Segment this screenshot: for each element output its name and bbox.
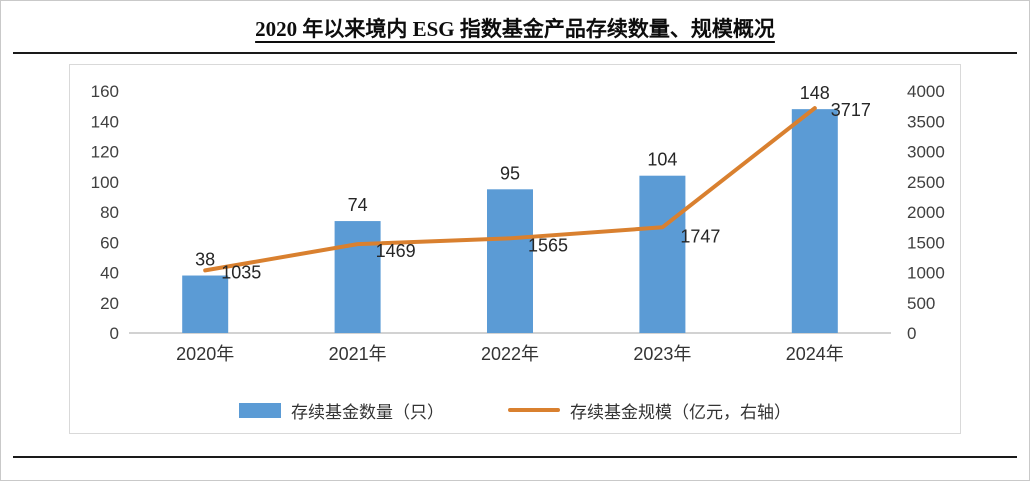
left-axis-tick-label: 80	[100, 203, 119, 222]
chart-legend: 存续基金数量（只） 存续基金规模（亿元，右轴）	[70, 389, 960, 431]
legend-label-line-series: 存续基金规模（亿元，右轴）	[570, 402, 791, 422]
x-axis-category-label: 2024年	[786, 344, 844, 364]
left-axis-tick-label: 140	[91, 112, 119, 131]
left-axis-tick-label: 60	[100, 233, 119, 252]
bar-value-label: 38	[195, 250, 215, 270]
top-divider	[13, 52, 1017, 54]
line-value-label: 3717	[831, 100, 871, 120]
bar-value-label: 74	[348, 195, 368, 215]
bar	[639, 175, 686, 333]
left-axis-tick-label: 120	[91, 143, 119, 162]
line-series	[203, 106, 817, 273]
bar	[182, 275, 229, 333]
right-axis-tick-label: 2500	[907, 173, 945, 192]
line-series-swatch-icon	[508, 408, 560, 412]
legend-item-bar-series: 存续基金数量（只）	[239, 398, 444, 423]
chart-area: 0 20 40 60 80 100 120 140 160 0 500 1000 1500 2000 250…	[69, 64, 961, 434]
line-value-label: 1747	[680, 226, 720, 246]
bar-value-label: 104	[647, 150, 677, 170]
x-axis-category-label: 2021年	[329, 344, 387, 364]
x-axis-category-label: 2022年	[481, 344, 539, 364]
left-axis-tick-label: 0	[110, 324, 119, 343]
legend-label-bar-series: 存续基金数量（只）	[291, 402, 444, 422]
right-axis-tick-label: 0	[907, 324, 916, 343]
chart-svg: 0 20 40 60 80 100 120 140 160 0 500 1000 1500 2000 250…	[91, 82, 945, 364]
x-axis-category-label: 2023年	[633, 344, 691, 364]
right-axis-tick-label: 3000	[907, 143, 945, 162]
right-axis-tick-label: 1000	[907, 264, 945, 283]
bar	[334, 221, 381, 333]
left-axis-tick-label: 20	[100, 294, 119, 313]
bar-value-label: 148	[800, 83, 830, 103]
right-axis-tick-label: 2000	[907, 203, 945, 222]
right-axis-tick-label: 500	[907, 294, 935, 313]
line-value-label: 1565	[528, 235, 568, 255]
page-title: 2020 年以来境内 ESG 指数基金产品存续数量、规模概况	[1, 15, 1029, 43]
page-title-text: 2020 年以来境内 ESG 指数基金产品存续数量、规模概况	[255, 17, 775, 41]
left-axis-tick-label: 100	[91, 173, 119, 192]
line-value-label: 1469	[376, 241, 416, 261]
x-axis-category-label: 2020年	[176, 344, 234, 364]
right-axis-tick-label: 3500	[907, 112, 945, 131]
bar	[791, 109, 838, 334]
line-value-label: 1035	[221, 262, 261, 282]
left-axis-tick-label: 40	[100, 264, 119, 283]
legend-item-line-series: 存续基金规模（亿元，右轴）	[508, 398, 791, 423]
left-axis-tick-label: 160	[91, 82, 119, 101]
bar-series-swatch-icon	[239, 402, 281, 418]
right-axis-tick-label: 4000	[907, 82, 945, 101]
bar	[487, 189, 533, 333]
bottom-divider	[13, 456, 1017, 458]
bar-value-label: 95	[500, 163, 520, 183]
right-axis-tick-label: 1500	[907, 233, 945, 252]
